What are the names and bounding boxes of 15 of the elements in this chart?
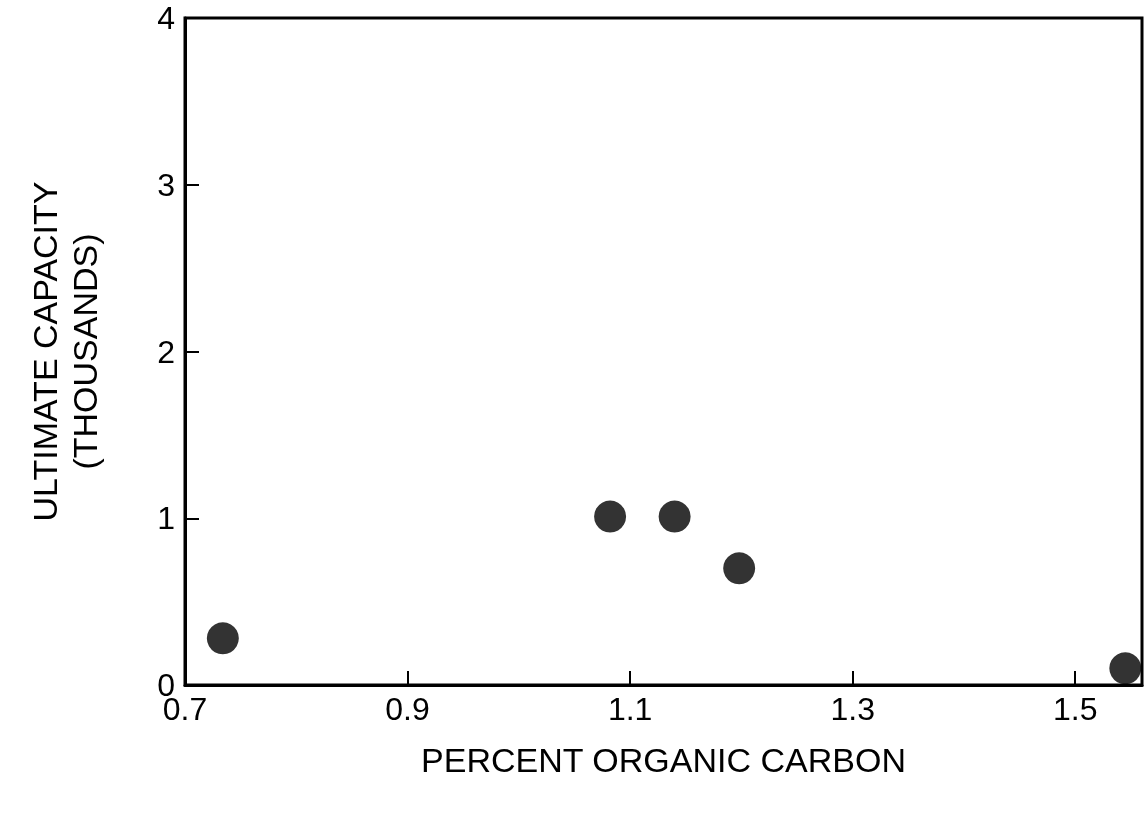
y-tick-label: 1 bbox=[157, 500, 175, 537]
x-tick-label: 1.3 bbox=[830, 691, 875, 727]
x-tick-label: 1.1 bbox=[607, 691, 653, 727]
x-tick-label: 0.9 bbox=[385, 691, 430, 727]
point bbox=[594, 500, 627, 533]
x-axis-title: PERCENT ORGANIC CARBON bbox=[421, 741, 906, 779]
point bbox=[723, 552, 756, 585]
point bbox=[658, 500, 691, 533]
point bbox=[206, 622, 239, 655]
y-tick-label: 4 bbox=[157, 0, 175, 36]
y-tick-label: 2 bbox=[157, 333, 175, 370]
y-axis-title: ULTIMATE CAPACITY (THOUSANDS) bbox=[26, 181, 104, 522]
y-tick-label: 3 bbox=[157, 166, 175, 203]
point bbox=[1109, 652, 1142, 685]
x-tick-label: 1.5 bbox=[1052, 691, 1098, 727]
